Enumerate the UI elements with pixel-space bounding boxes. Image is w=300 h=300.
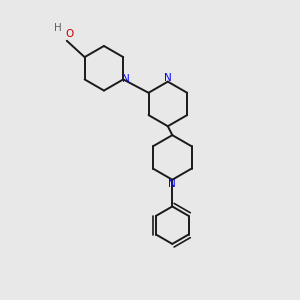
Text: N: N [122, 74, 130, 84]
Text: O: O [66, 29, 74, 39]
Text: N: N [168, 179, 176, 189]
Text: N: N [164, 73, 172, 83]
Text: H: H [54, 23, 62, 33]
